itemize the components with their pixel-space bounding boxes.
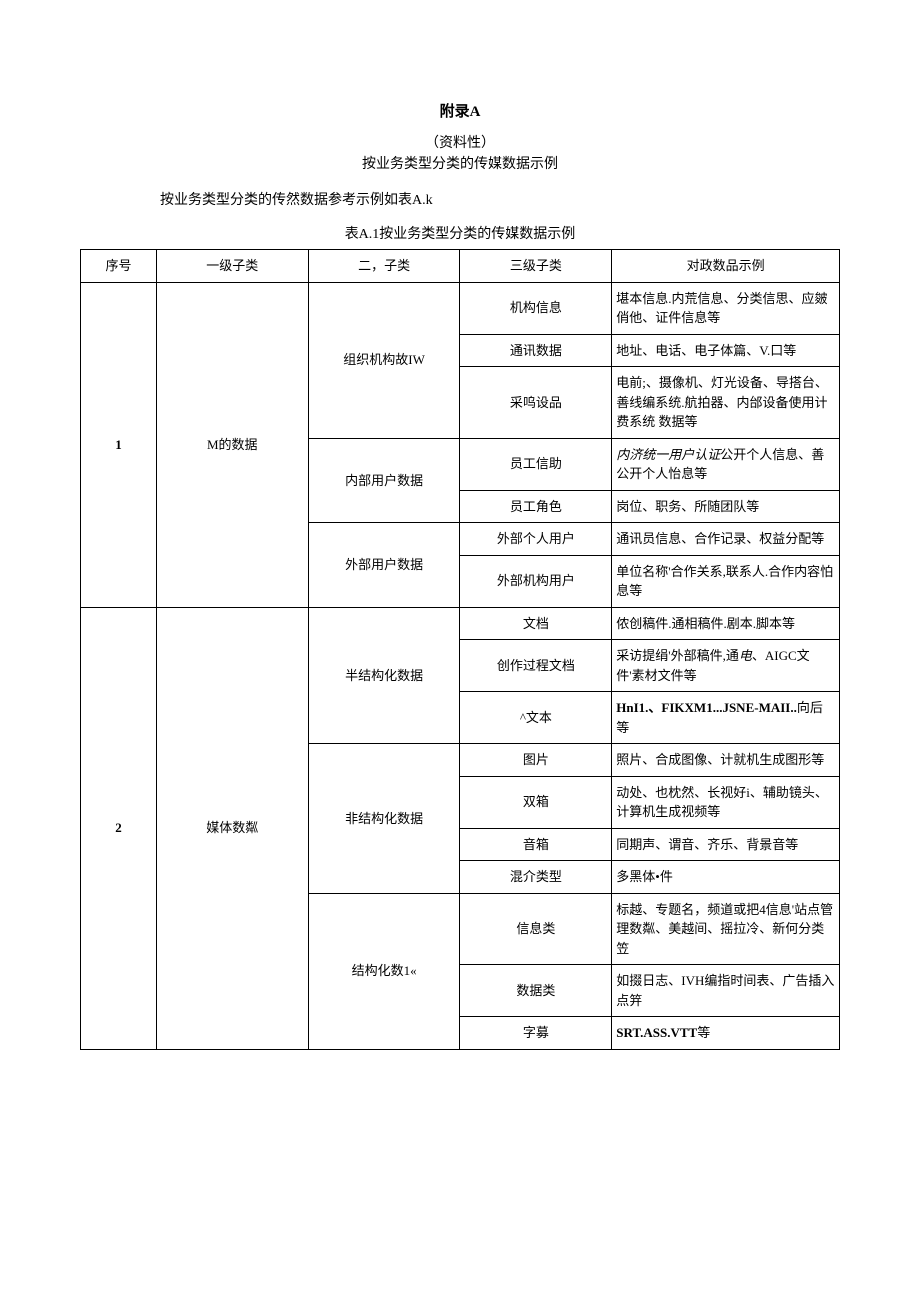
lvl2-cell: 非结构化数据 bbox=[308, 744, 460, 894]
example-cell: 同期声、谓音、齐乐、背景音等 bbox=[612, 828, 840, 861]
media-data-table: 序号 一级子类 二，子类 三级子类 对政数品示例 1 M的数据 组织机构故IW … bbox=[80, 249, 840, 1050]
header-lvl1: 一级子类 bbox=[156, 250, 308, 283]
example-cell: 内济统一用户认证公开个人信息、善公开个人怡息等 bbox=[612, 438, 840, 490]
lvl3-cell: 音箱 bbox=[460, 828, 612, 861]
lvl3-cell: 双箱 bbox=[460, 776, 612, 828]
example-cell: 通讯员信息、合作记录、权益分配等 bbox=[612, 523, 840, 556]
example-cell: 单位名称'合作关系,联系人.合作内容怕息等 bbox=[612, 555, 840, 607]
lvl3-cell: 创作过程文档 bbox=[460, 640, 612, 692]
example-cell: 侬创稿件.通相稿件.剧本.脚本等 bbox=[612, 607, 840, 640]
lvl3-cell: 外部个人用户 bbox=[460, 523, 612, 556]
example-cell: 如掇日志、IVH编指时间表、广告插入点笄 bbox=[612, 965, 840, 1017]
header-seq: 序号 bbox=[81, 250, 157, 283]
lvl3-cell: 混介类型 bbox=[460, 861, 612, 894]
lvl3-cell: 文档 bbox=[460, 607, 612, 640]
subtitle-line2: 按业务类型分类的传媒数据示例 bbox=[362, 157, 558, 172]
lvl3-cell: ^文本 bbox=[460, 692, 612, 744]
text: 等 bbox=[697, 1025, 710, 1040]
table-row: 2 媒体数粼 半结构化数据 文档 侬创稿件.通相稿件.剧本.脚本等 bbox=[81, 607, 840, 640]
intro-text: 按业务类型分类的传然数据参考示例如表A.k bbox=[160, 189, 840, 209]
lvl3-cell: 机构信息 bbox=[460, 282, 612, 334]
seq-cell: 1 bbox=[81, 282, 157, 607]
lvl2-cell: 结构化数1« bbox=[308, 893, 460, 1049]
example-cell: 堪本信息.内荒信息、分类信思、应皴俏他、证件信息等 bbox=[612, 282, 840, 334]
example-cell: 多黑体•件 bbox=[612, 861, 840, 894]
lvl3-cell: 采呜设品 bbox=[460, 367, 612, 439]
lvl2-cell: 外部用户数据 bbox=[308, 523, 460, 608]
bold-text: SRT.ASS.VTT bbox=[616, 1025, 697, 1040]
example-cell: 动处、也枕然、长视好i、辅助镜头、计算机生成视频等 bbox=[612, 776, 840, 828]
italic-text: 电 bbox=[739, 648, 752, 663]
lvl3-cell: 信息类 bbox=[460, 893, 612, 965]
example-cell: 电前;、摄像机、灯光设备、导搭台、善线编系统.航拍器、内邰设备使用计费系统 数据… bbox=[612, 367, 840, 439]
example-cell: 地址、电话、电子体篇、V.口等 bbox=[612, 334, 840, 367]
lvl3-cell: 图片 bbox=[460, 744, 612, 777]
example-cell: 照片、合成图像、计就机生成图形等 bbox=[612, 744, 840, 777]
text: 采访提绢'外部稿件,通 bbox=[616, 648, 739, 663]
header-example: 对政数品示例 bbox=[612, 250, 840, 283]
lvl2-cell: 半结构化数据 bbox=[308, 607, 460, 744]
lvl3-cell: 员工信助 bbox=[460, 438, 612, 490]
subtitle-line1: （资料性） bbox=[425, 136, 495, 151]
table-row: 1 M的数据 组织机构故IW 机构信息 堪本信息.内荒信息、分类信思、应皴俏他、… bbox=[81, 282, 840, 334]
lvl3-cell: 通讯数据 bbox=[460, 334, 612, 367]
lvl3-cell: 外部机构用户 bbox=[460, 555, 612, 607]
lvl2-cell: 内部用户数据 bbox=[308, 438, 460, 523]
example-cell: SRT.ASS.VTT等 bbox=[612, 1017, 840, 1050]
example-cell: HnI1.、FIKXM1...JSNE-MAII..向后等 bbox=[612, 692, 840, 744]
lvl1-cell: M的数据 bbox=[156, 282, 308, 607]
lvl3-cell: 员工角色 bbox=[460, 490, 612, 523]
header-lvl2: 二，子类 bbox=[308, 250, 460, 283]
table-caption: 表A.1按业务类型分类的传媒数据示例 bbox=[80, 223, 840, 243]
bold-text: HnI1.、FIKXM1...JSNE-MAII.. bbox=[616, 700, 797, 715]
example-cell: 标越、专题名，频道或把4信息'站点管理数粼、美越间、摇拉冷、新何分类笠 bbox=[612, 893, 840, 965]
lvl3-cell: 数据类 bbox=[460, 965, 612, 1017]
lvl1-cell: 媒体数粼 bbox=[156, 607, 308, 1049]
table-header-row: 序号 一级子类 二，子类 三级子类 对政数品示例 bbox=[81, 250, 840, 283]
lvl3-cell: 字募 bbox=[460, 1017, 612, 1050]
header-lvl3: 三级子类 bbox=[460, 250, 612, 283]
example-cell: 采访提绢'外部稿件,通电、AIGC文件'素材文件等 bbox=[612, 640, 840, 692]
appendix-subtitle: （资料性） 按业务类型分类的传媒数据示例 bbox=[80, 133, 840, 175]
italic-text: 内济统一用户认证 bbox=[616, 447, 720, 462]
example-cell: 岗位、职务、所随团队等 bbox=[612, 490, 840, 523]
seq-cell: 2 bbox=[81, 607, 157, 1049]
lvl2-cell: 组织机构故IW bbox=[308, 282, 460, 438]
appendix-label: 附录A bbox=[80, 100, 840, 121]
